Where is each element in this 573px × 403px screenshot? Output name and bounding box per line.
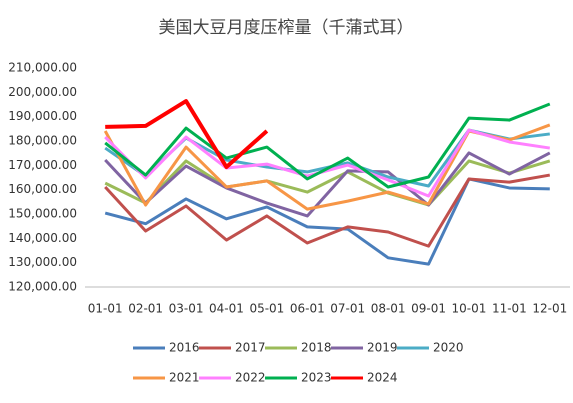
series-line: [105, 99, 269, 170]
legend-label: 2016: [169, 341, 200, 355]
y-tick-label: 140,000.00: [8, 231, 77, 245]
legend-label: 2017: [235, 341, 266, 355]
x-tick-label: 03-01: [169, 302, 204, 316]
y-tick-label: 130,000.00: [8, 255, 77, 269]
y-tick-label: 200,000.00: [8, 85, 77, 99]
x-tick-label: 07-01: [330, 302, 365, 316]
y-tick-label: 120,000.00: [8, 280, 77, 294]
x-tick-label: 05-01: [249, 302, 284, 316]
x-tick-label: 10-01: [452, 302, 487, 316]
chart-title: 美国大豆月度压榨量（千蒲式耳）: [159, 18, 414, 38]
x-tick-label: 06-01: [290, 302, 325, 316]
series-line: [104, 159, 551, 207]
series-line: [104, 128, 551, 198]
legend-label: 2021: [169, 371, 200, 385]
y-tick-label: 170,000.00: [8, 158, 77, 172]
x-tick-label: 08-01: [371, 302, 406, 316]
y-tick-label: 160,000.00: [8, 182, 77, 196]
legend-label: 2019: [367, 341, 398, 355]
x-tick-label: 02-01: [128, 302, 163, 316]
legend-label: 2018: [301, 341, 332, 355]
series-line: [104, 102, 551, 189]
series-line: [104, 151, 551, 218]
x-tick-label: 09-01: [411, 302, 446, 316]
y-tick-label: 150,000.00: [8, 207, 77, 221]
x-tick-label: 01-01: [88, 302, 123, 316]
y-tick-label: 180,000.00: [8, 134, 77, 148]
legend-label: 2020: [433, 341, 464, 355]
y-tick-label: 190,000.00: [8, 109, 77, 123]
x-tick-label: 11-01: [492, 302, 527, 316]
x-tick-label: 04-01: [209, 302, 244, 316]
x-tick-label: 12-01: [532, 302, 567, 316]
legend-label: 2023: [301, 371, 332, 385]
series-line: [104, 173, 551, 248]
y-tick-label: 210,000.00: [8, 61, 77, 75]
legend-label: 2024: [367, 371, 398, 385]
legend-label: 2022: [235, 371, 266, 385]
